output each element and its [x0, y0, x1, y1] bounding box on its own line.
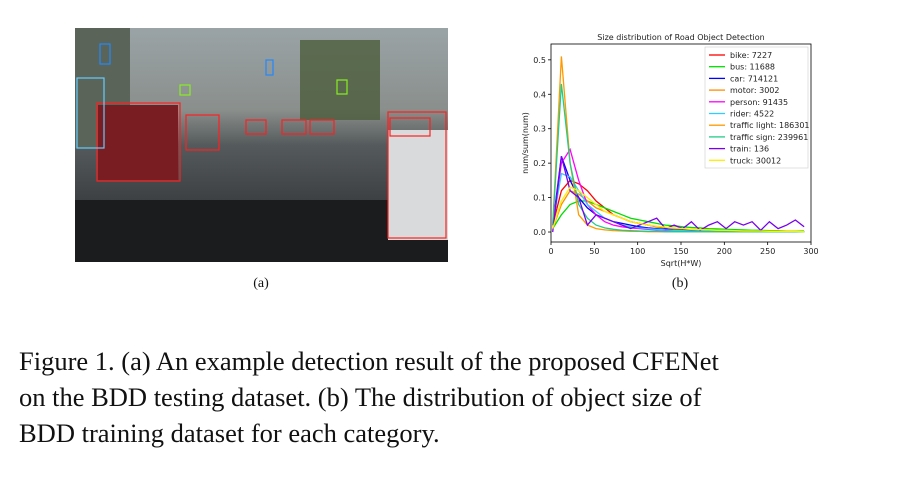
caption-line: Figure 1. (a) An example detection resul…	[19, 346, 720, 376]
legend-label: person: 91435	[730, 98, 788, 107]
legend-label: traffic light: 186301	[730, 121, 810, 130]
panel-label: (a)	[253, 276, 269, 291]
x-tick-label: 0	[548, 247, 553, 256]
caption-line: on the BDD testing dataset. (b) The dist…	[19, 382, 702, 412]
x-tick-label: 300	[803, 247, 818, 256]
legend-label: traffic sign: 239961	[730, 133, 808, 142]
x-tick-label: 100	[630, 247, 645, 256]
y-tick-label: 0.5	[533, 56, 546, 65]
x-tick-label: 150	[673, 247, 688, 256]
legend-label: bike: 7227	[730, 51, 772, 60]
chart-title: Size distribution of Road Object Detecti…	[597, 33, 764, 42]
series-line	[552, 186, 805, 233]
photo	[75, 28, 448, 262]
legend-label: truck: 30012	[730, 156, 781, 165]
y-tick-label: 0.1	[533, 194, 546, 203]
legend-label: motor: 3002	[730, 86, 779, 95]
x-axis-label: Sqrt(H*W)	[661, 259, 702, 268]
y-tick-label: 0.4	[533, 90, 546, 99]
x-tick-label: 200	[717, 247, 732, 256]
x-tick-label: 250	[760, 247, 775, 256]
legend-label: car: 714121	[730, 74, 778, 83]
y-tick-label: 0.0	[533, 228, 546, 237]
caption-line: BDD training dataset for each category.	[19, 418, 440, 448]
legend-label: bus: 11688	[730, 63, 775, 72]
y-tick-label: 0.3	[533, 125, 546, 134]
panel-label: (b)	[672, 276, 689, 291]
x-tick-label: 50	[589, 247, 599, 256]
series-line	[552, 156, 805, 233]
y-axis-label: num/sum(num)	[521, 112, 530, 174]
y-tick-label: 0.2	[533, 159, 546, 168]
legend-label: train: 136	[730, 145, 769, 154]
legend-label: rider: 4522	[730, 110, 774, 119]
